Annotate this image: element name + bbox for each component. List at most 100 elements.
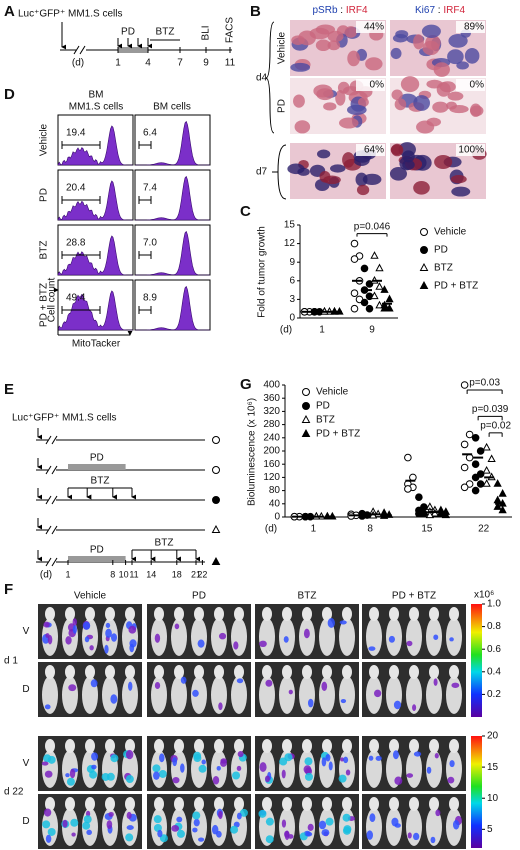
mouse — [191, 676, 207, 714]
mouse-head — [302, 797, 312, 811]
treatment-label: BTZ — [155, 538, 174, 549]
signal — [284, 830, 290, 841]
point — [482, 442, 491, 451]
day-label: 14 — [146, 569, 156, 579]
signal — [172, 757, 178, 767]
signal — [406, 640, 413, 647]
x-tick-label: 22 — [478, 524, 490, 535]
treatment-label: PD — [121, 27, 135, 38]
signal — [307, 823, 314, 831]
mouse-head — [322, 739, 332, 753]
rule — [45, 435, 52, 445]
mouse — [426, 750, 442, 788]
mouse — [366, 676, 382, 714]
signal — [71, 832, 76, 837]
cell — [421, 24, 441, 38]
y-tick-label: 6 — [289, 275, 295, 286]
mouse-head — [282, 607, 292, 621]
y-tick-label: 400 — [263, 380, 280, 391]
signal — [342, 826, 351, 835]
rule — [51, 557, 58, 567]
mouse-head — [125, 665, 135, 679]
signal — [394, 823, 401, 828]
mouse — [406, 618, 422, 656]
histogram-frame — [134, 224, 211, 276]
cell — [323, 102, 337, 111]
day-unit: (d) — [72, 58, 84, 69]
mouse-head — [214, 665, 224, 679]
cell — [319, 170, 331, 183]
signal — [265, 835, 274, 844]
signal — [368, 755, 374, 761]
rule — [51, 495, 58, 505]
mouse-head — [369, 665, 379, 679]
signal — [369, 813, 376, 822]
cell — [293, 94, 305, 108]
gate-value: 19.4 — [66, 128, 86, 139]
percentage: 0% — [470, 80, 485, 91]
mouse — [62, 750, 78, 788]
signal — [212, 775, 220, 785]
group-label: Vehicle — [277, 31, 288, 64]
mouse — [122, 676, 138, 714]
cell — [400, 76, 420, 93]
mouse-head — [85, 797, 95, 811]
point — [498, 489, 507, 497]
legend-label: Vehicle — [434, 227, 467, 238]
mouse-head — [409, 607, 419, 621]
histogram — [57, 180, 133, 221]
header-part: pSRb — [312, 5, 337, 16]
signal — [258, 809, 267, 818]
signal — [193, 751, 202, 760]
treatment-label: PD — [90, 545, 104, 556]
day-label: 9 — [203, 58, 209, 69]
mouse — [231, 808, 247, 846]
mouse-head — [282, 665, 292, 679]
rule — [45, 525, 52, 535]
signal — [193, 818, 200, 827]
signal — [264, 775, 270, 783]
readout-label: BLI — [201, 25, 212, 40]
pct-box — [456, 79, 485, 91]
signal — [447, 776, 455, 784]
cell — [297, 167, 310, 176]
day-label: d 22 — [4, 787, 24, 798]
mouse-head — [449, 797, 459, 811]
signal — [180, 763, 185, 773]
signal — [281, 819, 287, 828]
y-tick-label: 320 — [263, 406, 280, 417]
signal — [230, 825, 239, 834]
cell — [315, 24, 336, 35]
colorbar-label: 0.8 — [487, 621, 501, 632]
mouse-head — [154, 739, 164, 753]
mouse-head — [105, 739, 115, 753]
mouse-head — [342, 797, 352, 811]
treatment-bar — [68, 556, 126, 562]
signal — [374, 689, 382, 698]
point — [212, 466, 220, 474]
signal — [104, 644, 109, 654]
signal — [171, 825, 180, 832]
annotation: p=0.046 — [354, 221, 391, 232]
axis-label: Bioluminescence (x 10⁶) — [247, 398, 258, 506]
point — [493, 495, 502, 504]
panel-label: A — [4, 3, 15, 20]
signal — [110, 633, 118, 642]
pct-box — [456, 21, 485, 33]
mouse-head — [282, 797, 292, 811]
point — [385, 294, 394, 303]
mouse-head — [85, 607, 95, 621]
row-label: D — [22, 684, 29, 695]
mouse — [426, 808, 442, 846]
cell — [365, 57, 383, 71]
mouse-head — [429, 739, 439, 753]
signal — [159, 753, 165, 763]
signal — [106, 820, 113, 830]
legend-label: BTZ — [434, 263, 453, 274]
mouse-head — [234, 665, 244, 679]
cell — [294, 120, 311, 134]
signal — [82, 621, 91, 630]
signal — [375, 755, 382, 761]
day-label: 18 — [172, 569, 182, 579]
